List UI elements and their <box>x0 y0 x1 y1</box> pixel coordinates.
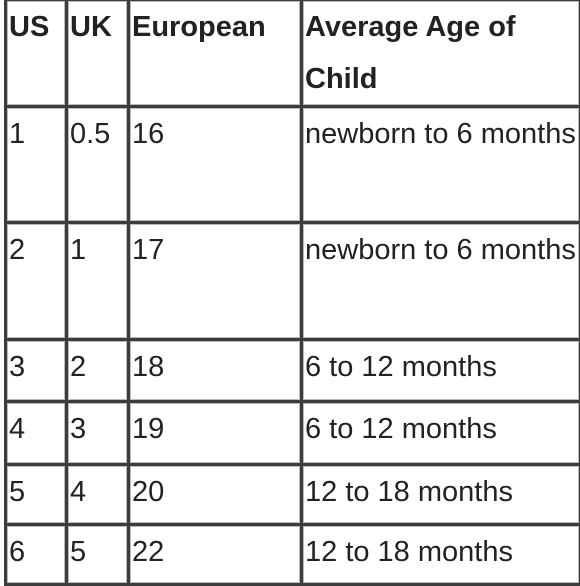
table-cell: 4 <box>6 402 67 465</box>
table-cell: newborn to 6 months <box>302 223 580 340</box>
table-cell: 1 <box>67 223 129 340</box>
table-cell: 3 <box>6 340 67 402</box>
table-cell: 20 <box>129 465 302 525</box>
table-cell: 2 <box>6 223 67 340</box>
table-cell: 1 <box>6 107 67 223</box>
table-cell: 19 <box>129 402 302 465</box>
table-cell: 6 <box>6 525 67 585</box>
table-cell: 5 <box>6 465 67 525</box>
table-cell: 3 <box>67 402 129 465</box>
table-cell: 18 <box>129 340 302 402</box>
table-cell: 22 <box>129 525 302 585</box>
header-cell: UK <box>67 0 129 107</box>
table-cell: 0.5 <box>67 107 129 223</box>
table-cell: 17 <box>129 223 302 340</box>
table-cell: 6 to 12 months <box>302 402 580 465</box>
table-cell: 6 to 12 months <box>302 340 580 402</box>
table-cell: 12 to 18 months <box>302 465 580 525</box>
table-cell: 2 <box>67 340 129 402</box>
header-cell: European <box>129 0 302 107</box>
header-cell: US <box>6 0 67 107</box>
header-cell: Average Age of Child <box>302 0 580 107</box>
table-cell: 4 <box>67 465 129 525</box>
table-cell: newborn to 6 months <box>302 107 580 223</box>
table-cell: 12 to 18 months <box>302 525 580 585</box>
table-cell: 5 <box>67 525 129 585</box>
table-cell: 16 <box>129 107 302 223</box>
